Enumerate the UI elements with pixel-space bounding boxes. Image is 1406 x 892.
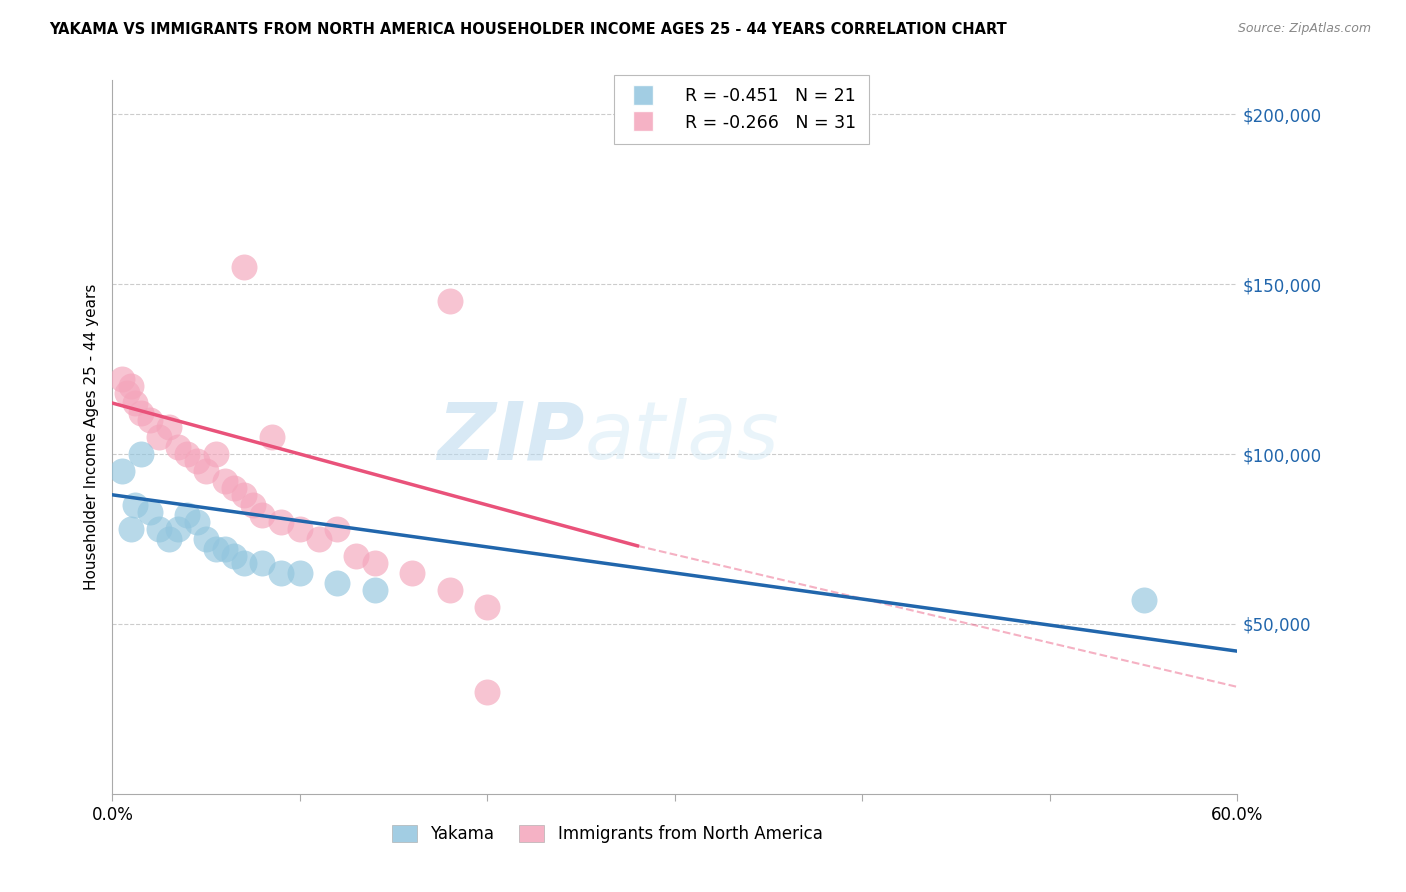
- Point: [308, 532, 330, 546]
- Point: [129, 406, 152, 420]
- Point: [176, 508, 198, 523]
- Point: [167, 522, 190, 536]
- Text: atlas: atlas: [585, 398, 780, 476]
- Point: [167, 440, 190, 454]
- Point: [224, 481, 246, 495]
- Point: [260, 430, 283, 444]
- Point: [439, 294, 461, 309]
- Point: [477, 599, 499, 614]
- Point: [148, 522, 170, 536]
- Point: [186, 515, 208, 529]
- Point: [176, 447, 198, 461]
- Point: [214, 475, 236, 489]
- Point: [139, 505, 162, 519]
- Point: [232, 488, 254, 502]
- Point: [129, 447, 152, 461]
- Point: [477, 685, 499, 699]
- Text: ZIP: ZIP: [437, 398, 585, 476]
- Text: YAKAMA VS IMMIGRANTS FROM NORTH AMERICA HOUSEHOLDER INCOME AGES 25 - 44 YEARS CO: YAKAMA VS IMMIGRANTS FROM NORTH AMERICA …: [49, 22, 1007, 37]
- Point: [120, 522, 142, 536]
- Point: [364, 582, 387, 597]
- Point: [326, 576, 349, 591]
- Y-axis label: Householder Income Ages 25 - 44 years: Householder Income Ages 25 - 44 years: [83, 284, 98, 591]
- Point: [288, 566, 311, 580]
- Point: [186, 454, 208, 468]
- Text: Source: ZipAtlas.com: Source: ZipAtlas.com: [1237, 22, 1371, 36]
- Point: [157, 532, 180, 546]
- Point: [139, 413, 162, 427]
- Point: [242, 498, 264, 512]
- Point: [232, 260, 254, 275]
- Point: [252, 508, 274, 523]
- Point: [124, 396, 146, 410]
- Point: [270, 515, 292, 529]
- Legend: Yakama, Immigrants from North America: Yakama, Immigrants from North America: [385, 818, 830, 850]
- Point: [148, 430, 170, 444]
- Point: [157, 420, 180, 434]
- Point: [111, 372, 134, 386]
- Point: [224, 549, 246, 563]
- Point: [204, 542, 226, 557]
- Point: [288, 522, 311, 536]
- Point: [401, 566, 423, 580]
- Point: [1132, 593, 1154, 607]
- Point: [120, 379, 142, 393]
- Point: [214, 542, 236, 557]
- Point: [439, 582, 461, 597]
- Point: [117, 385, 139, 400]
- Point: [195, 464, 218, 478]
- Point: [326, 522, 349, 536]
- Point: [344, 549, 367, 563]
- Point: [270, 566, 292, 580]
- Point: [195, 532, 218, 546]
- Point: [204, 447, 226, 461]
- Point: [252, 556, 274, 570]
- Point: [364, 556, 387, 570]
- Point: [124, 498, 146, 512]
- Point: [232, 556, 254, 570]
- Point: [111, 464, 134, 478]
